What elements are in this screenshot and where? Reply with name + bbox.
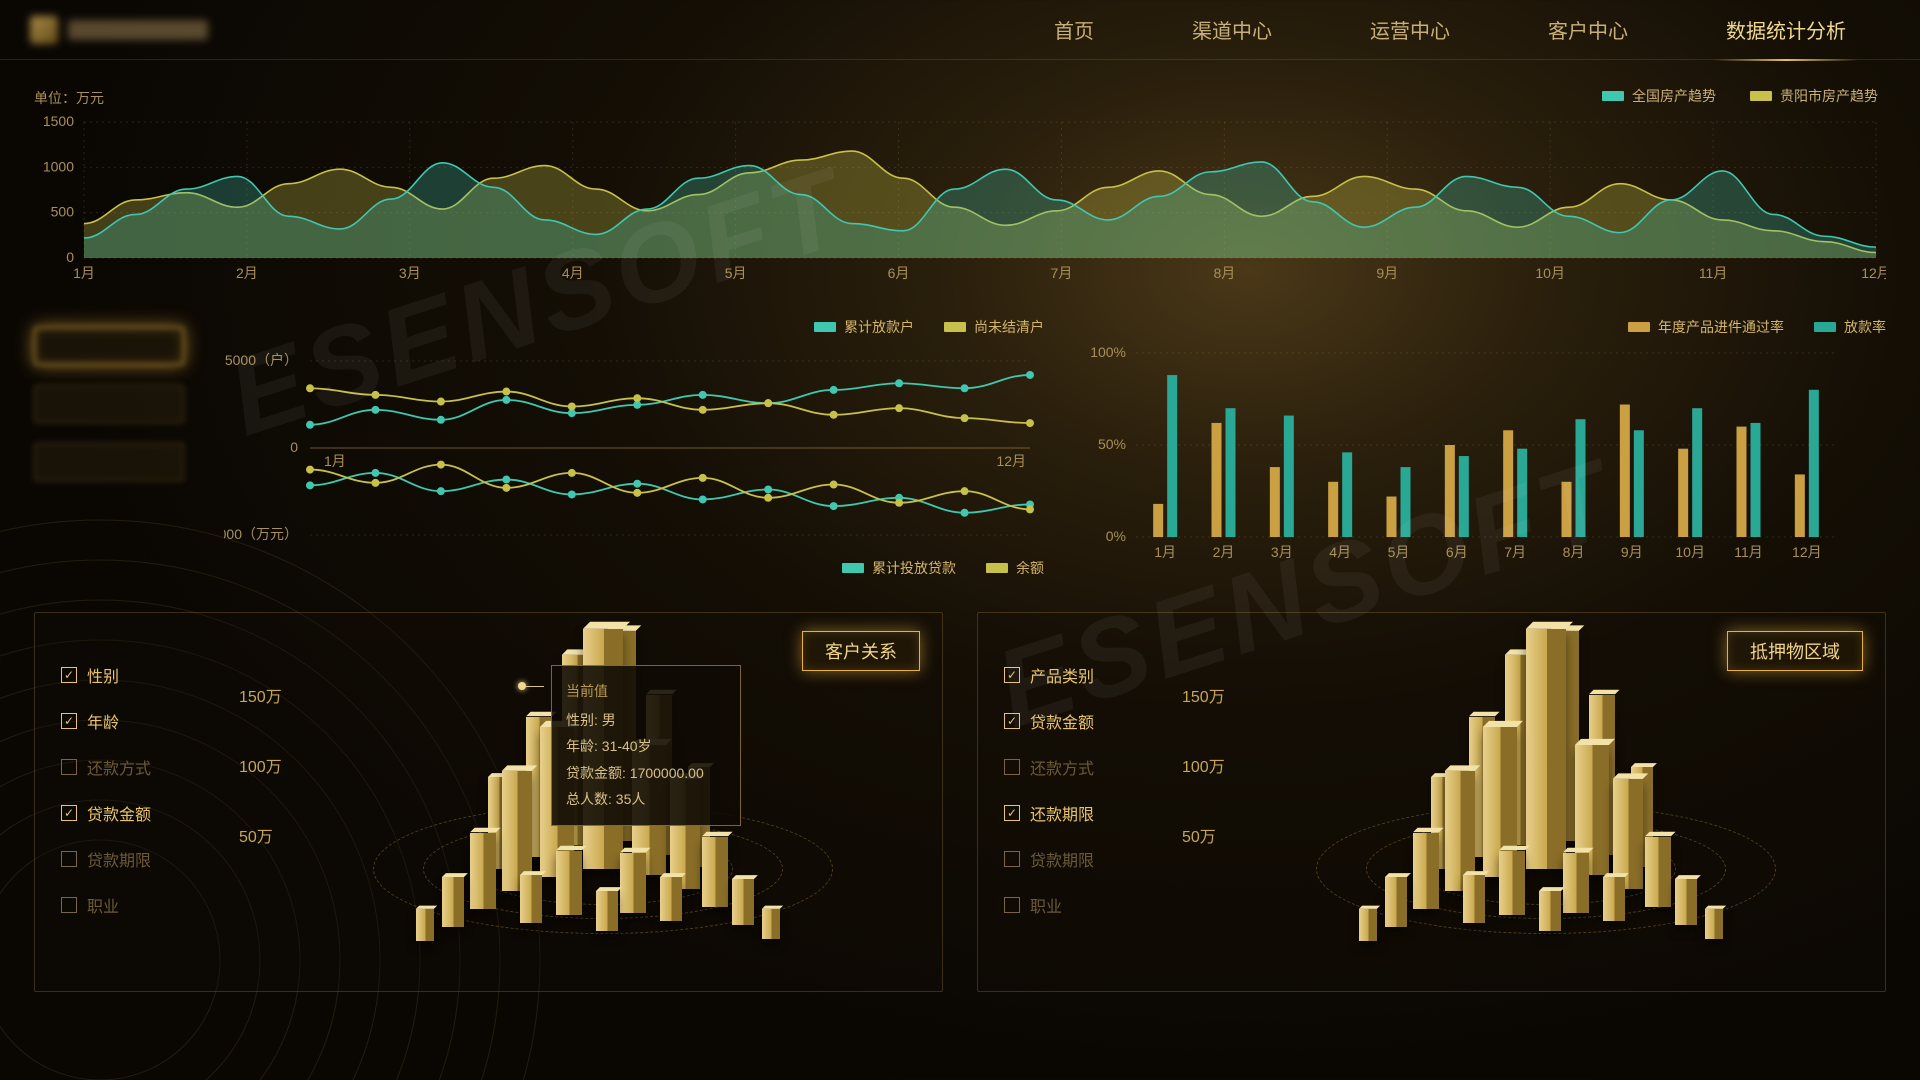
svg-text:6月: 6月 <box>1446 544 1468 560</box>
checkbox-icon <box>1004 759 1020 775</box>
legend-item: 尚未结清户 <box>944 317 1044 337</box>
svg-text:7月: 7月 <box>1504 544 1526 560</box>
checkbox-icon <box>1004 713 1020 729</box>
checkbox-icon <box>61 713 77 729</box>
svg-text:1000（万元）: 1000（万元） <box>224 526 298 542</box>
legend-item: 年度产品进件通过率 <box>1628 317 1784 337</box>
grouped-bar-panel: 年度产品进件通过率 放款率 0% 50% 100% 1月 2月 3月 4月 5月 6月 7月 8月 9月… <box>1084 317 1886 584</box>
customer-panel: 性别年龄还款方式贷款金额贷款期限职业 150万100万50万 当前值性别: 男年… <box>34 612 943 992</box>
svg-text:11月: 11月 <box>1699 265 1728 281</box>
svg-text:6月: 6月 <box>888 265 910 281</box>
svg-text:8月: 8月 <box>1213 265 1235 281</box>
svg-text:9月: 9月 <box>1621 544 1643 560</box>
legend-item: 全国房产趋势 <box>1602 86 1716 106</box>
svg-text:500: 500 <box>51 204 75 220</box>
collateral-check-3[interactable]: 还款期限 <box>1004 801 1164 825</box>
svg-text:9月: 9月 <box>1376 265 1398 281</box>
collateral-check-4[interactable]: 贷款期限 <box>1004 847 1164 871</box>
svg-text:0%: 0% <box>1106 528 1126 544</box>
svg-text:8月: 8月 <box>1563 544 1585 560</box>
grouped-bar-chart: 0% 50% 100% 1月 2月 3月 4月 5月 6月 7月 8月 9月 10月 11月 12月 <box>1084 343 1844 565</box>
dual-line-legend-bottom: 累计投放贷款 余额 <box>224 558 1044 578</box>
svg-text:7月: 7月 <box>1051 265 1073 281</box>
checkbox-icon <box>61 667 77 683</box>
checkbox-icon <box>61 759 77 775</box>
customer-check-3[interactable]: 贷款金额 <box>61 801 221 825</box>
svg-text:1000: 1000 <box>43 158 74 174</box>
svg-text:5000（户）: 5000（户） <box>225 352 298 368</box>
side-tab-2[interactable] <box>34 385 184 423</box>
customer-check-4[interactable]: 贷款期限 <box>61 847 221 871</box>
svg-text:3月: 3月 <box>1271 544 1293 560</box>
nav-item-4[interactable]: 数据统计分析 <box>1722 0 1850 60</box>
logo-icon <box>30 16 58 44</box>
legend-item: 累计放款户 <box>814 317 914 337</box>
collateral-panel: 产品类别贷款金额还款方式还款期限贷款期限职业 150万100万50万 抵押物区域 <box>977 612 1886 992</box>
area-chart-legend: 全国房产趋势 贵阳市房产趋势 <box>1602 86 1878 106</box>
checkbox-icon <box>61 805 77 821</box>
svg-text:50%: 50% <box>1098 436 1126 452</box>
svg-text:5月: 5月 <box>1388 544 1410 560</box>
side-tabs <box>34 327 184 584</box>
dual-line-legend-top: 累计放款户 尚未结清户 <box>224 317 1044 337</box>
svg-text:12月: 12月 <box>1861 265 1886 281</box>
dual-line-chart: 5000（户） 0 1000（万元） 1月 12月 <box>224 343 1044 553</box>
svg-text:12月: 12月 <box>996 453 1026 469</box>
svg-text:0: 0 <box>290 439 298 455</box>
collateral-check-0[interactable]: 产品类别 <box>1004 663 1164 687</box>
grouped-bar-legend: 年度产品进件通过率 放款率 <box>1084 317 1886 337</box>
svg-text:1月: 1月 <box>1154 544 1176 560</box>
svg-text:12月: 12月 <box>1792 544 1822 560</box>
svg-text:5月: 5月 <box>725 265 747 281</box>
customer-check-5[interactable]: 职业 <box>61 893 221 917</box>
nav-item-1[interactable]: 渠道中心 <box>1188 0 1276 60</box>
tooltip: 当前值性别: 男年龄: 31-40岁贷款金额: 1700000.00总人数: 3… <box>551 665 741 826</box>
logo <box>30 16 208 44</box>
svg-text:0: 0 <box>66 249 74 265</box>
svg-text:1月: 1月 <box>324 453 346 469</box>
collateral-check-5[interactable]: 职业 <box>1004 893 1164 917</box>
legend-item: 放款率 <box>1814 317 1886 337</box>
legend-item: 余额 <box>986 558 1044 578</box>
collateral-badge: 抵押物区域 <box>1727 631 1863 671</box>
checkbox-icon <box>1004 667 1020 683</box>
side-tab-3[interactable] <box>34 443 184 481</box>
svg-text:2月: 2月 <box>236 265 258 281</box>
svg-text:1500: 1500 <box>43 114 74 129</box>
side-tab-1[interactable] <box>34 327 184 365</box>
nav-item-0[interactable]: 首页 <box>1050 0 1098 60</box>
dual-line-panel: 累计放款户 尚未结清户 5000（户） 0 1000（万元） 1月 12月 累计投放贷款 余… <box>224 317 1044 584</box>
checkbox-icon <box>1004 805 1020 821</box>
svg-text:10月: 10月 <box>1675 544 1705 560</box>
checkbox-icon <box>61 851 77 867</box>
nav-item-3[interactable]: 客户中心 <box>1544 0 1632 60</box>
customer-check-0[interactable]: 性别 <box>61 663 221 687</box>
logo-text <box>68 20 208 40</box>
checkbox-icon <box>1004 851 1020 867</box>
top-nav: 首页 渠道中心 运营中心 客户中心 数据统计分析 <box>0 0 1920 60</box>
svg-text:1月: 1月 <box>73 265 95 281</box>
area-chart: 0 500 1000 1500 1月 2月 3月 4月 5月 6月 7月 8月 9月 10月 11月 12月 <box>34 114 1886 284</box>
svg-text:4月: 4月 <box>1329 544 1351 560</box>
svg-text:2月: 2月 <box>1213 544 1235 560</box>
legend-item: 累计投放贷款 <box>842 558 956 578</box>
collateral-check-2[interactable]: 还款方式 <box>1004 755 1164 779</box>
customer-check-1[interactable]: 年龄 <box>61 709 221 733</box>
legend-item: 贵阳市房产趋势 <box>1750 86 1878 106</box>
svg-text:100%: 100% <box>1090 344 1126 360</box>
svg-text:10月: 10月 <box>1535 265 1565 281</box>
area-chart-panel: 单位：万元 全国房产趋势贵阳市房产趋势 0500100015001月2月3月4月… <box>34 88 1886 289</box>
customer-check-2[interactable]: 还款方式 <box>61 755 221 779</box>
collateral-check-1[interactable]: 贷款金额 <box>1004 709 1164 733</box>
customer-badge: 客户关系 <box>802 631 920 671</box>
checkbox-icon <box>1004 897 1020 913</box>
nav-item-2[interactable]: 运营中心 <box>1366 0 1454 60</box>
svg-text:11月: 11月 <box>1734 544 1763 560</box>
svg-text:4月: 4月 <box>562 265 584 281</box>
svg-text:3月: 3月 <box>399 265 421 281</box>
checkbox-icon <box>61 897 77 913</box>
